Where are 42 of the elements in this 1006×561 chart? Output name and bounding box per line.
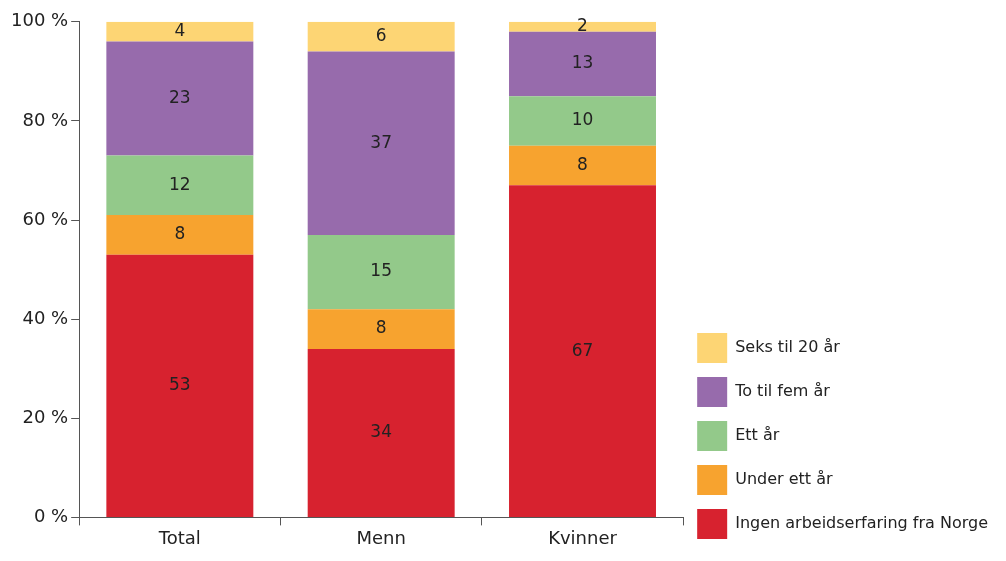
data-label: 37 <box>370 131 392 152</box>
bar <box>307 21 455 52</box>
data-label: 10 <box>571 109 594 130</box>
y-tick-label: 0 % <box>33 505 69 527</box>
y-tick-label: 40 % <box>22 306 69 328</box>
legend-label: Ingen arbeidserfaring fra Norge <box>735 513 988 533</box>
data-label: 13 <box>571 52 594 73</box>
data-label: 6 <box>375 25 387 46</box>
bar <box>509 185 656 517</box>
legend-label: Ett år <box>735 425 780 445</box>
data-label: 53 <box>169 374 191 395</box>
data-label: 12 <box>169 173 191 194</box>
bar <box>106 215 254 255</box>
y-tick-label: 80 % <box>22 108 69 130</box>
data-label: 15 <box>370 260 392 281</box>
bar <box>106 41 254 156</box>
bar <box>509 31 656 97</box>
bar <box>307 309 455 349</box>
x-tick-label: Total <box>157 526 201 548</box>
data-label: 23 <box>169 87 191 108</box>
y-tick-label: 20 % <box>22 405 69 427</box>
data-label: 34 <box>370 421 392 442</box>
bar <box>106 254 254 517</box>
bar <box>307 348 455 517</box>
data-label: 8 <box>375 317 387 338</box>
bar <box>106 155 254 216</box>
bar <box>106 21 254 42</box>
data-label: 67 <box>571 339 594 360</box>
y-tick-label: 100 % <box>10 9 69 31</box>
x-tick-label: Kvinner <box>548 526 618 548</box>
data-label: 4 <box>174 20 186 41</box>
data-label: 8 <box>174 223 186 244</box>
legend-label: To til fem år <box>734 381 831 401</box>
bar <box>307 51 455 235</box>
x-tick-label: Menn <box>356 526 406 548</box>
y-tick-label: 60 % <box>22 207 69 229</box>
bar <box>307 234 455 310</box>
bar <box>509 145 656 186</box>
data-label: 8 <box>577 153 588 174</box>
legend-label: Under ett år <box>735 469 833 489</box>
bar <box>509 96 656 146</box>
legend-label: Seks til 20 år <box>735 337 841 357</box>
